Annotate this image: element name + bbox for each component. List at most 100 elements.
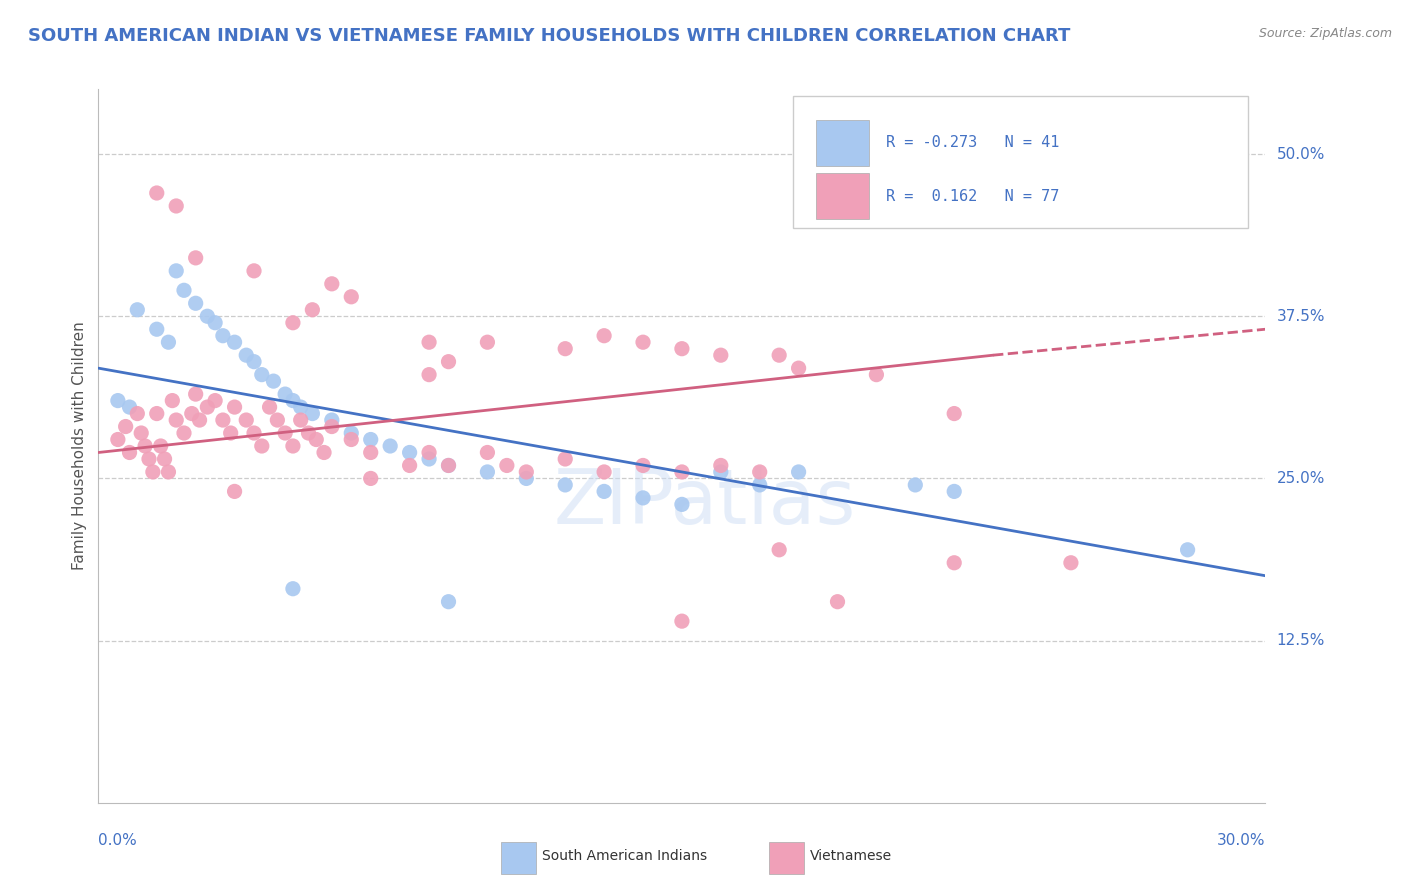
Text: R =  0.162   N = 77: R = 0.162 N = 77 xyxy=(886,189,1060,203)
Text: Vietnamese: Vietnamese xyxy=(810,849,893,863)
Point xyxy=(437,458,460,473)
Text: SOUTH AMERICAN INDIAN VS VIETNAMESE FAMILY HOUSEHOLDS WITH CHILDREN CORRELATION : SOUTH AMERICAN INDIAN VS VIETNAMESE FAMI… xyxy=(28,27,1070,45)
Point xyxy=(340,425,363,440)
Point xyxy=(250,368,273,382)
Point xyxy=(118,445,141,459)
Point xyxy=(129,425,152,440)
Point xyxy=(180,407,202,421)
Text: 25.0%: 25.0% xyxy=(1277,471,1324,486)
Point xyxy=(593,465,616,479)
Point xyxy=(184,251,207,265)
Point xyxy=(138,452,160,467)
Text: 50.0%: 50.0% xyxy=(1277,146,1324,161)
Point xyxy=(235,413,257,427)
Point xyxy=(943,556,966,570)
Point xyxy=(631,335,654,350)
Text: 12.5%: 12.5% xyxy=(1277,633,1324,648)
Point xyxy=(165,413,187,427)
Point xyxy=(204,393,226,408)
Point xyxy=(290,400,312,414)
Point xyxy=(153,452,176,467)
Point xyxy=(321,413,343,427)
Point xyxy=(142,465,165,479)
Point xyxy=(748,465,770,479)
Point xyxy=(297,425,319,440)
Point xyxy=(554,478,576,492)
Point xyxy=(671,465,693,479)
Point xyxy=(710,348,733,362)
Point xyxy=(127,302,149,317)
Point xyxy=(157,335,180,350)
Point xyxy=(321,277,343,291)
Point xyxy=(250,439,273,453)
Point xyxy=(281,582,304,596)
Point xyxy=(107,433,129,447)
Point xyxy=(212,328,235,343)
Point xyxy=(515,465,537,479)
Point xyxy=(118,400,141,414)
Point xyxy=(243,264,266,278)
Point xyxy=(943,484,966,499)
Point xyxy=(305,433,328,447)
Point xyxy=(593,328,616,343)
Point xyxy=(134,439,156,453)
Point xyxy=(127,407,149,421)
Point xyxy=(274,387,297,401)
Point xyxy=(768,542,790,557)
Point xyxy=(243,354,266,368)
Text: R = -0.273   N = 41: R = -0.273 N = 41 xyxy=(886,136,1060,150)
Point xyxy=(437,595,460,609)
Point xyxy=(360,471,382,485)
Point xyxy=(554,342,576,356)
Point xyxy=(165,264,187,278)
Point xyxy=(224,335,246,350)
FancyBboxPatch shape xyxy=(815,173,869,219)
Point xyxy=(162,393,184,408)
Point xyxy=(184,296,207,310)
Point xyxy=(418,335,440,350)
Point xyxy=(224,484,246,499)
Y-axis label: Family Households with Children: Family Households with Children xyxy=(72,322,87,570)
Point xyxy=(281,439,304,453)
Point xyxy=(827,595,849,609)
Point xyxy=(631,491,654,505)
Point xyxy=(281,393,304,408)
Point xyxy=(173,283,195,297)
Point xyxy=(398,445,420,459)
Point xyxy=(290,413,312,427)
Point xyxy=(173,425,195,440)
Point xyxy=(360,445,382,459)
Point xyxy=(671,614,693,628)
Point xyxy=(671,497,693,511)
Point xyxy=(301,302,323,317)
Point xyxy=(496,458,519,473)
Point xyxy=(418,368,440,382)
Point xyxy=(515,471,537,485)
Point xyxy=(301,407,323,421)
Text: 37.5%: 37.5% xyxy=(1277,309,1324,324)
FancyBboxPatch shape xyxy=(815,120,869,166)
Point xyxy=(710,465,733,479)
Point xyxy=(114,419,136,434)
Point xyxy=(1060,556,1083,570)
Point xyxy=(904,478,927,492)
Point xyxy=(224,400,246,414)
Point xyxy=(281,316,304,330)
Point xyxy=(477,465,499,479)
Point xyxy=(398,458,420,473)
Point xyxy=(437,354,460,368)
Point xyxy=(787,465,810,479)
FancyBboxPatch shape xyxy=(501,842,536,874)
Point xyxy=(219,425,242,440)
Point xyxy=(768,348,790,362)
Point xyxy=(149,439,172,453)
Point xyxy=(146,407,169,421)
Point xyxy=(418,452,440,467)
Point xyxy=(195,310,218,324)
Point xyxy=(360,433,382,447)
Point xyxy=(184,387,207,401)
Point xyxy=(321,419,343,434)
Point xyxy=(418,445,440,459)
Point xyxy=(787,361,810,376)
Point xyxy=(266,413,288,427)
